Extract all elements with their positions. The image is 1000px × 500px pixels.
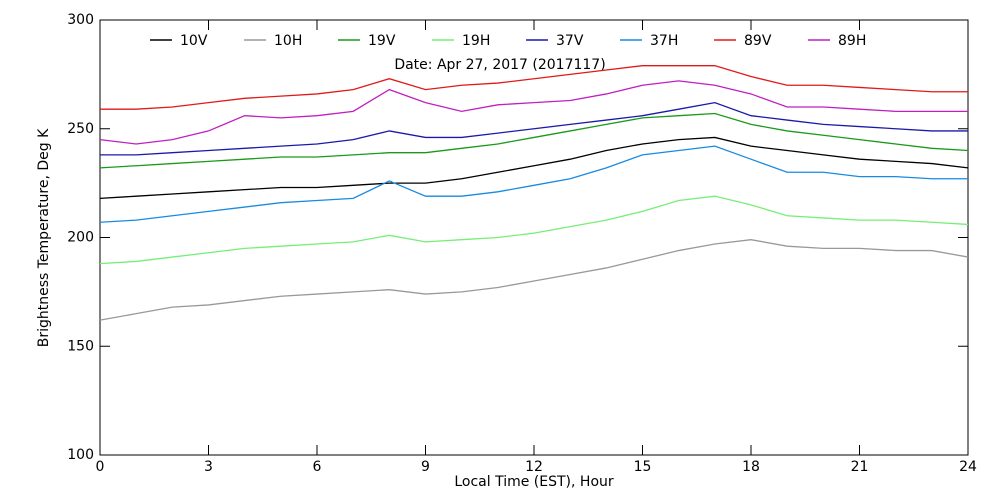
y-tick-label: 300 xyxy=(67,12,94,28)
legend-label: 37V xyxy=(556,33,584,49)
x-tick-label: 9 xyxy=(421,459,430,475)
legend-label: 19H xyxy=(462,33,490,49)
legend-label: 89H xyxy=(838,33,866,49)
x-axis-label: Local Time (EST), Hour xyxy=(454,474,614,490)
legend-label: 10V xyxy=(180,33,208,49)
series-line xyxy=(99,112,969,169)
y-tick-label: 100 xyxy=(67,447,94,463)
legend-label: 19V xyxy=(368,33,396,49)
y-tick-label: 250 xyxy=(67,121,94,137)
plot-frame xyxy=(99,19,969,456)
legend-label: 37H xyxy=(650,33,678,49)
y-tick-label: 150 xyxy=(67,338,94,354)
series-line xyxy=(99,195,969,265)
x-tick-label: 15 xyxy=(634,459,652,475)
series-line xyxy=(99,136,969,199)
x-tick-label: 12 xyxy=(525,459,543,475)
annotation: Date: Apr 27, 2017 (2017117) xyxy=(394,57,605,73)
y-axis-label: Brightness Temperature, Deg K xyxy=(36,128,52,347)
x-tick-label: 18 xyxy=(742,459,760,475)
series-line xyxy=(99,145,968,223)
x-tick-label: 3 xyxy=(204,459,213,475)
legend-label: 10H xyxy=(274,33,302,49)
series-line xyxy=(99,239,969,321)
series-line xyxy=(100,101,968,156)
x-tick-label: 24 xyxy=(959,459,977,475)
series-line xyxy=(100,65,968,110)
series-line xyxy=(99,80,968,145)
x-tick-label: 6 xyxy=(313,459,322,475)
legend-label: 89V xyxy=(744,33,772,49)
x-tick-label: 21 xyxy=(851,459,869,475)
x-tick-label: 0 xyxy=(96,459,105,475)
y-tick-label: 200 xyxy=(67,230,94,246)
